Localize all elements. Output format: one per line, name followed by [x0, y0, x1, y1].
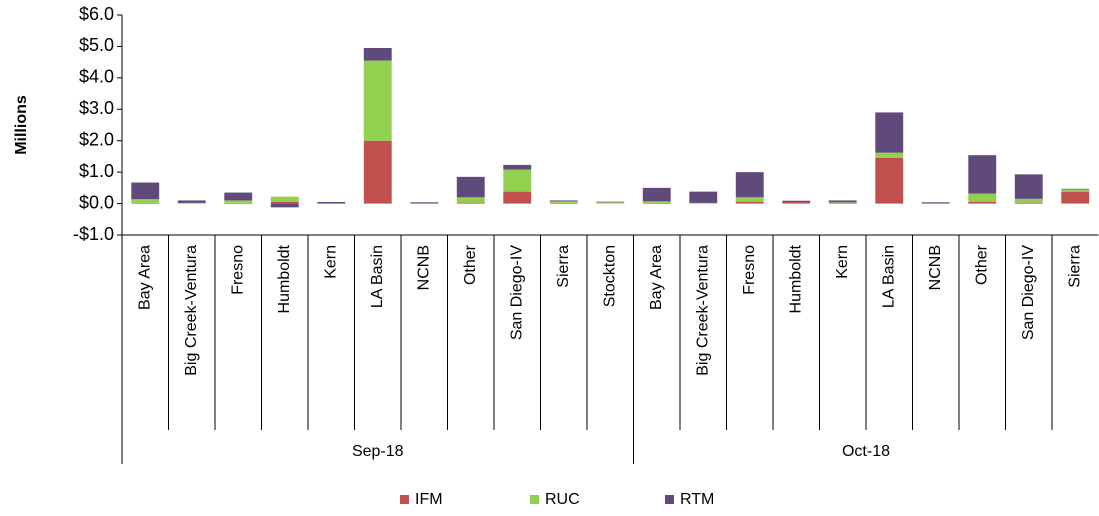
bar-segment	[782, 200, 811, 202]
bar-segment	[968, 193, 997, 202]
bar-segment	[921, 202, 950, 204]
group-label: Oct-18	[842, 443, 890, 460]
bar-segment	[317, 202, 346, 204]
legend-swatch	[530, 495, 539, 504]
y-axis-label: Millions	[13, 95, 30, 155]
y-tick-label: $1.0	[79, 161, 114, 181]
y-tick-label: $3.0	[79, 98, 114, 118]
x-tick-label: Bay Area	[648, 245, 665, 310]
x-tick-label: Fresno	[229, 245, 246, 295]
x-tick-label: Bay Area	[136, 245, 153, 310]
x-tick-label: Sierra	[1066, 245, 1083, 288]
bar-segment	[828, 202, 857, 204]
bar-segment	[875, 112, 904, 153]
bar-segment	[131, 199, 160, 203]
bar-segment	[503, 169, 532, 192]
bar-segment	[224, 192, 253, 201]
bar-segment	[503, 164, 532, 170]
bar-segment	[782, 202, 811, 204]
bar-segment	[689, 202, 718, 204]
bar-segment	[503, 191, 532, 204]
x-tick-label: Other	[462, 244, 479, 285]
legend-label: RUC	[545, 491, 580, 508]
y-tick-label: $4.0	[79, 67, 114, 87]
legend-swatch	[400, 495, 409, 504]
x-tick-label: Fresno	[741, 245, 758, 295]
bar-segment	[549, 202, 578, 204]
y-tick-label: $2.0	[79, 129, 114, 149]
bar-segment	[968, 202, 997, 204]
bar-segment	[363, 140, 392, 204]
bar-segment	[224, 202, 253, 204]
bar-segment	[177, 202, 206, 204]
bar-segment	[735, 172, 764, 198]
y-tick-label: $6.0	[79, 4, 114, 24]
legend-label: IFM	[415, 491, 443, 508]
bar-segment	[596, 201, 625, 203]
x-tick-label: NCNB	[927, 245, 944, 290]
bar-segment	[1014, 198, 1043, 203]
legend-label: RTM	[680, 491, 714, 508]
bar-segment	[1061, 191, 1090, 204]
bar-segment	[596, 202, 625, 204]
bar-segment	[689, 191, 718, 203]
y-tick-label: -$1.0	[73, 224, 114, 244]
x-tick-label: Stockton	[601, 245, 618, 307]
x-tick-label: San Diego-IV	[1020, 245, 1037, 340]
group-label: Sep-18	[352, 443, 404, 460]
x-tick-label: Other	[973, 244, 990, 285]
bar-segment	[1061, 188, 1090, 190]
bar-segment	[968, 155, 997, 194]
y-tick-label: $0.0	[79, 192, 114, 212]
bar-segment	[1014, 202, 1043, 204]
x-tick-label: Kern	[322, 245, 339, 279]
bar-segment	[456, 202, 485, 204]
bar-segment	[1061, 189, 1090, 192]
bar-segment	[410, 202, 439, 204]
bar-segment	[828, 202, 857, 203]
x-tick-label: Humboldt	[276, 244, 293, 313]
bar-segment	[875, 158, 904, 204]
bar-segment	[131, 182, 160, 200]
bar-segment	[642, 187, 671, 202]
x-tick-label: Humboldt	[787, 244, 804, 313]
bar-segment	[456, 176, 485, 198]
x-tick-label: LA Basin	[880, 245, 897, 308]
bar-segment	[642, 202, 671, 204]
bar-segment	[549, 201, 578, 203]
x-tick-label: San Diego-IV	[508, 245, 525, 340]
x-tick-label: NCNB	[415, 245, 432, 290]
bar-segment	[875, 152, 904, 158]
bar-segment	[363, 48, 392, 61]
bar-segment	[363, 60, 392, 141]
bar-segment	[456, 197, 485, 203]
bar-segment	[270, 202, 299, 204]
bar-segment	[735, 197, 764, 202]
bar-segment	[828, 200, 857, 203]
bar-segment	[642, 201, 671, 203]
y-tick-label: $5.0	[79, 35, 114, 55]
bar-segment	[270, 196, 299, 202]
bar-segment	[131, 202, 160, 204]
bar-segment	[735, 202, 764, 204]
bar-segment	[270, 203, 299, 208]
bar-segment	[224, 200, 253, 203]
x-tick-label: Big Creek-Ventura	[183, 245, 200, 376]
x-tick-label: Kern	[834, 245, 851, 279]
bar-segment	[177, 200, 206, 203]
legend-swatch	[665, 495, 674, 504]
bar-segment	[1014, 174, 1043, 199]
x-tick-label: Big Creek-Ventura	[694, 245, 711, 376]
bar-segment	[549, 200, 578, 202]
x-tick-label: LA Basin	[369, 245, 386, 308]
x-tick-label: Sierra	[555, 245, 572, 288]
